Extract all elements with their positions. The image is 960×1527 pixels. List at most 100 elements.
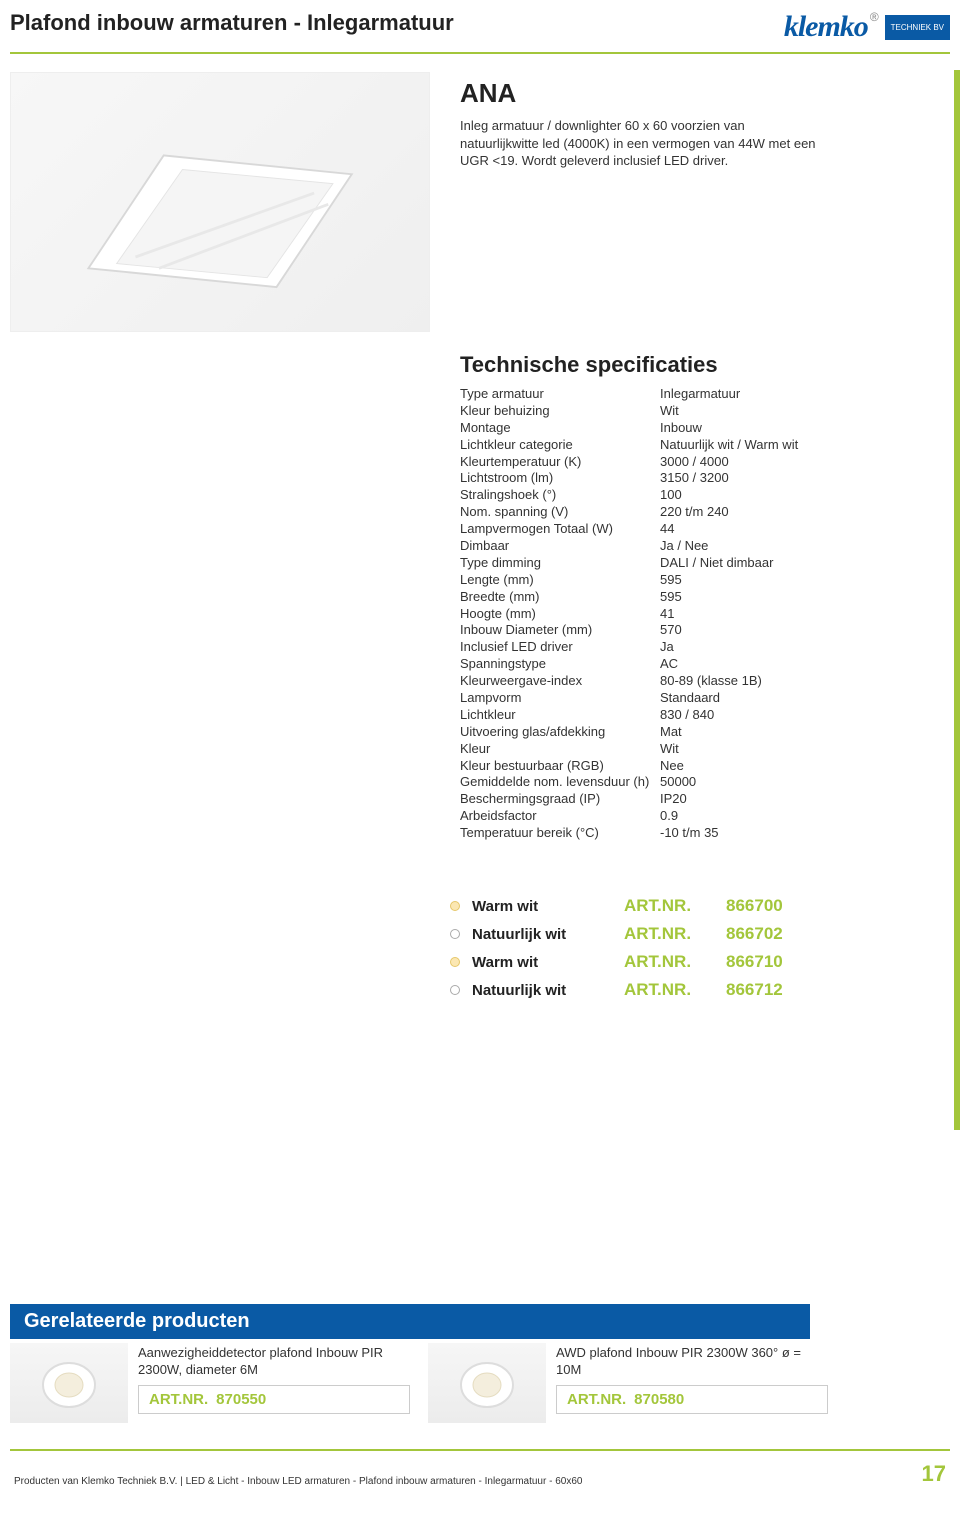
product-name: ANA xyxy=(460,78,950,109)
spec-label: Lichtkleur xyxy=(460,707,660,724)
spec-label: Hoogte (mm) xyxy=(460,606,660,623)
spec-row: Temperatuur bereik (°C)-10 t/m 35 xyxy=(460,825,950,842)
spec-row: Arbeidsfactor0.9 xyxy=(460,808,950,825)
spec-value: Wit xyxy=(660,403,679,420)
spec-label: Inclusief LED driver xyxy=(460,639,660,656)
spec-value: Wit xyxy=(660,741,679,758)
related-item: AWD plafond Inbouw PIR 2300W 360° ø = 10… xyxy=(428,1343,828,1423)
spec-value: Inlegarmatuur xyxy=(660,386,740,403)
hero-text: ANA Inleg armatuur / downlighter 60 x 60… xyxy=(460,72,950,170)
spec-row: SpanningstypeAC xyxy=(460,656,950,673)
specs-title: Technische specificaties xyxy=(460,352,950,378)
spec-label: Lampvermogen Totaal (W) xyxy=(460,521,660,538)
spec-value: 595 xyxy=(660,589,682,606)
spec-row: Nom. spanning (V)220 t/m 240 xyxy=(460,504,950,521)
spec-value: 595 xyxy=(660,572,682,589)
related-thumbnail xyxy=(428,1343,546,1423)
logo-badge: TECHNIEK BV xyxy=(885,15,950,40)
page-title: Plafond inbouw armaturen - Inlegarmatuur xyxy=(10,10,454,36)
spec-label: Kleur behuizing xyxy=(460,403,660,420)
variant-name: Warm wit xyxy=(472,954,612,971)
spec-value: 3150 / 3200 xyxy=(660,470,729,487)
page-number: 17 xyxy=(922,1461,946,1487)
variant-name: Natuurlijk wit xyxy=(472,982,612,999)
artnr-label: ART.NR. xyxy=(624,896,714,916)
side-accent-bar xyxy=(954,70,960,1130)
spec-value: AC xyxy=(660,656,678,673)
spec-label: Dimbaar xyxy=(460,538,660,555)
spec-row: Kleurtemperatuur (K)3000 / 4000 xyxy=(460,454,950,471)
spec-value: Ja / Nee xyxy=(660,538,708,555)
spec-value: Inbouw xyxy=(660,420,702,437)
spec-label: Lichtkleur categorie xyxy=(460,437,660,454)
artnr-value: 870580 xyxy=(634,1391,684,1408)
artnr-label: ART.NR. xyxy=(624,924,714,944)
spec-value: 41 xyxy=(660,606,674,623)
related-artnr-box: ART.NR.870580 xyxy=(556,1385,828,1414)
color-swatch-icon xyxy=(450,985,460,995)
spec-label: Nom. spanning (V) xyxy=(460,504,660,521)
spec-label: Type armatuur xyxy=(460,386,660,403)
artnr-value: 866700 xyxy=(726,896,783,916)
product-image xyxy=(10,72,430,332)
artnr-value: 866702 xyxy=(726,924,783,944)
color-swatch-icon xyxy=(450,957,460,967)
logo-text: klemko xyxy=(784,10,868,44)
spec-row: Uitvoering glas/afdekkingMat xyxy=(460,724,950,741)
artnr-label: ART.NR. xyxy=(624,980,714,1000)
spec-row: KleurWit xyxy=(460,741,950,758)
spec-label: Kleurtemperatuur (K) xyxy=(460,454,660,471)
variant-row: Warm witART.NR.866710 xyxy=(450,948,950,976)
spec-label: Lengte (mm) xyxy=(460,572,660,589)
spec-label: Stralingshoek (°) xyxy=(460,487,660,504)
variant-name: Warm wit xyxy=(472,898,612,915)
spec-value: 3000 / 4000 xyxy=(660,454,729,471)
spec-row: DimbaarJa / Nee xyxy=(460,538,950,555)
spec-label: Temperatuur bereik (°C) xyxy=(460,825,660,842)
top-divider xyxy=(10,52,950,54)
spec-row: Lengte (mm)595 xyxy=(460,572,950,589)
spec-value: Natuurlijk wit / Warm wit xyxy=(660,437,798,454)
spec-label: Arbeidsfactor xyxy=(460,808,660,825)
artnr-label: ART.NR. xyxy=(624,952,714,972)
artnr-value: 866712 xyxy=(726,980,783,1000)
related-grid: Aanwezigheiddetector plafond Inbouw PIR … xyxy=(10,1343,950,1423)
spec-row: Gemiddelde nom. levensduur (h)50000 xyxy=(460,774,950,791)
bottom-divider xyxy=(10,1449,950,1451)
specs-section: Technische specificaties Type armatuurIn… xyxy=(460,352,950,842)
spec-label: Breedte (mm) xyxy=(460,589,660,606)
variant-row: Warm wit ART.NR. 866700 xyxy=(450,892,950,920)
spec-row: LampvormStandaard xyxy=(460,690,950,707)
spec-row: Beschermingsgraad (IP)IP20 xyxy=(460,791,950,808)
related-section: Gerelateerde producten Aanwezigheiddetec… xyxy=(10,1304,950,1423)
spec-row: Lichtkleur830 / 840 xyxy=(460,707,950,724)
related-title: Gerelateerde producten xyxy=(10,1304,810,1339)
spec-label: Type dimming xyxy=(460,555,660,572)
spec-value: 44 xyxy=(660,521,674,538)
specs-table: Type armatuurInlegarmatuurKleur behuizin… xyxy=(460,386,950,842)
spec-row: Inbouw Diameter (mm)570 xyxy=(460,622,950,639)
color-swatch-icon xyxy=(450,929,460,939)
spec-row: Type dimmingDALI / Niet dimbaar xyxy=(460,555,950,572)
product-description: Inleg armatuur / downlighter 60 x 60 voo… xyxy=(460,117,820,170)
spec-row: MontageInbouw xyxy=(460,420,950,437)
related-item-title: AWD plafond Inbouw PIR 2300W 360° ø = 10… xyxy=(556,1345,828,1379)
spec-value: DALI / Niet dimbaar xyxy=(660,555,773,572)
spec-label: Beschermingsgraad (IP) xyxy=(460,791,660,808)
spec-value: 80-89 (klasse 1B) xyxy=(660,673,762,690)
spec-label: Kleur xyxy=(460,741,660,758)
spec-value: 50000 xyxy=(660,774,696,791)
variants-list: Warm wit ART.NR. 866700 Natuurlijk wit ART.N… xyxy=(450,892,950,1004)
spec-value: 0.9 xyxy=(660,808,678,825)
spec-label: Inbouw Diameter (mm) xyxy=(460,622,660,639)
spec-value: Mat xyxy=(660,724,682,741)
artnr-value: 870550 xyxy=(216,1391,266,1408)
spec-label: Lampvorm xyxy=(460,690,660,707)
registered-icon: ® xyxy=(870,10,879,24)
spec-row: Kleurweergave-index80-89 (klasse 1B) xyxy=(460,673,950,690)
spec-label: Kleurweergave-index xyxy=(460,673,660,690)
spec-label: Uitvoering glas/afdekking xyxy=(460,724,660,741)
spec-row: Breedte (mm)595 xyxy=(460,589,950,606)
spec-label: Spanningstype xyxy=(460,656,660,673)
related-body: AWD plafond Inbouw PIR 2300W 360° ø = 10… xyxy=(556,1343,828,1414)
